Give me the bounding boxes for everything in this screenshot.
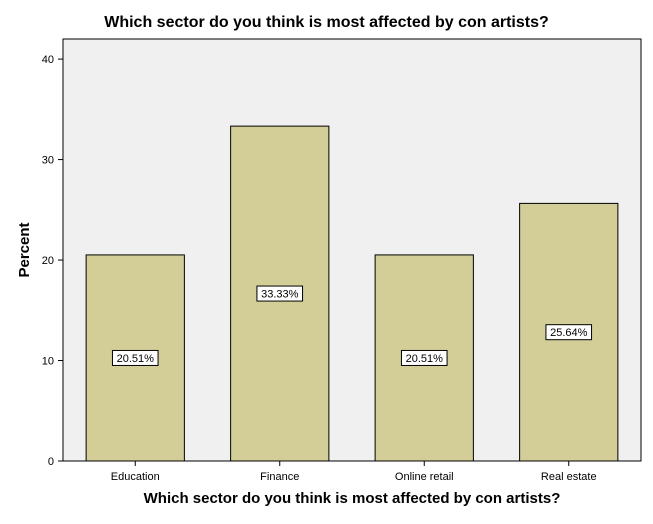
y-tick-label: 20 — [42, 255, 54, 267]
x-tick-label: Finance — [260, 471, 299, 483]
x-axis-label: Which sector do you think is most affect… — [144, 490, 561, 507]
data-label-box — [111, 349, 159, 366]
y-tick-label: 10 — [42, 356, 54, 368]
bars-group: 20.51% 33.33% 20.51% 25.64% — [85, 125, 619, 462]
x-tick-label: Education — [111, 471, 160, 483]
y-tick-label: 40 — [42, 54, 54, 66]
x-tick-label: Real estate — [541, 471, 597, 483]
x-tick-label: Online retail — [395, 471, 454, 483]
data-label-box — [256, 285, 304, 302]
data-label: 20.51% — [406, 353, 444, 365]
x-axis: Education Finance Online retail Real estate — [111, 461, 597, 483]
chart-title: Which sector do you think is most affect… — [104, 14, 549, 31]
y-tick-label: 0 — [48, 456, 54, 468]
data-label-box — [400, 349, 448, 366]
y-tick-label: 30 — [42, 155, 54, 167]
data-label: 20.51% — [117, 353, 155, 365]
data-label-box — [545, 324, 593, 341]
y-axis-label: Percent — [16, 222, 33, 277]
y-axis: 0 10 20 30 40 — [42, 54, 63, 468]
data-label: 25.64% — [550, 327, 588, 339]
data-label: 33.33% — [261, 289, 299, 301]
